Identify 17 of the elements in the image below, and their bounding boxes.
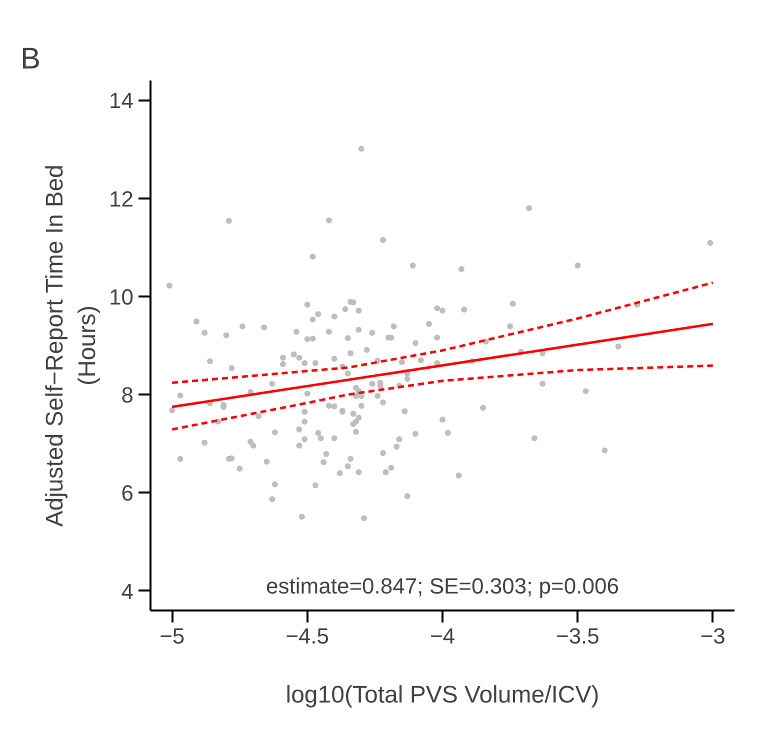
y-tick-label: 4: [121, 578, 134, 604]
x-axis-title: log10(Total PVS Volume/ICV): [286, 682, 600, 708]
line-series: [170, 281, 714, 384]
y-tick-label: 6: [121, 480, 134, 506]
x-tick-label: −4: [430, 624, 456, 648]
annotation: estimate=0.847; SE=0.303; p=0.006: [266, 574, 619, 598]
y-tick-label: 8: [121, 382, 134, 408]
x-tick-label: −4.5: [286, 624, 330, 648]
y-tick-label: 14: [109, 88, 134, 114]
x-tick-label: −5: [160, 624, 185, 648]
y-axis-title: Adjusted Self−Report Time In Bed (Hours): [42, 164, 102, 527]
x-tick-label: −3.5: [556, 624, 600, 648]
y-tick-label: 12: [109, 186, 134, 212]
line-series: [170, 364, 714, 431]
y-tick-label: 10: [109, 284, 134, 310]
chart-title: B: [20, 42, 41, 76]
x-tick-label: −3: [700, 624, 726, 648]
